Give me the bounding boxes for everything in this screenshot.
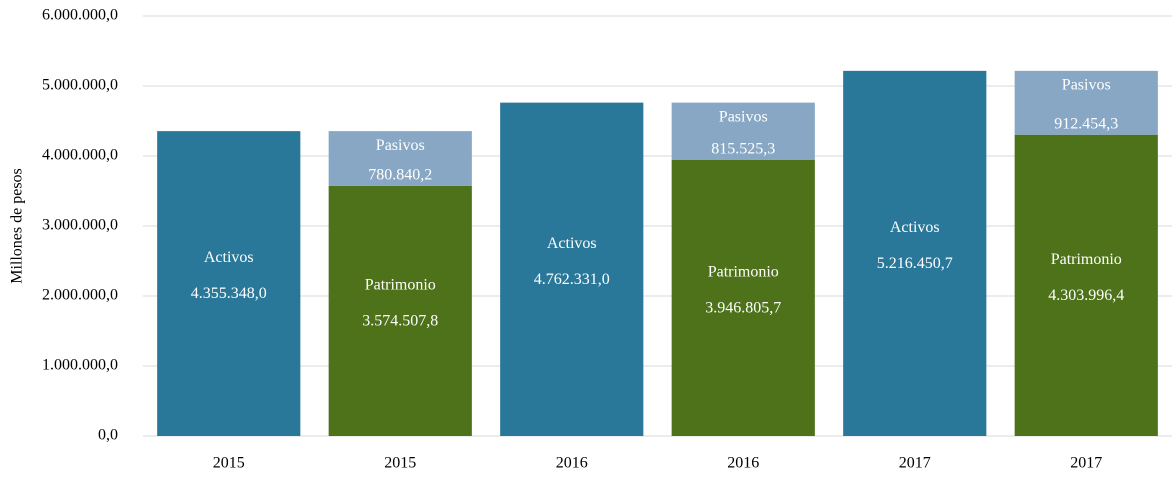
bar-segment: [328, 185, 472, 436]
series-label: Pasivos: [1062, 77, 1111, 94]
value-label: 815.525,3: [711, 140, 775, 157]
value-label: 3.574.507,8: [362, 313, 438, 330]
bar-segment: [671, 102, 815, 160]
y-axis-label: Millones de pesos: [9, 168, 26, 284]
bar-segment: [328, 131, 472, 186]
x-tick-label: 2015: [384, 455, 416, 472]
value-label: 780.840,2: [368, 166, 432, 183]
bar-segment: [843, 70, 987, 436]
bar-segment: [500, 102, 644, 436]
series-label: Patrimonio: [365, 277, 436, 294]
series-label: Activos: [547, 235, 597, 252]
x-tick-label: 2016: [556, 455, 588, 472]
y-tick-label: 1.000.000,0: [42, 357, 118, 374]
y-tick-label: 6.000.000,0: [42, 7, 118, 24]
series-label: Pasivos: [719, 108, 768, 125]
x-tick-label: 2017: [899, 455, 931, 472]
y-tick-label: 4.000.000,0: [42, 147, 118, 164]
series-label: Activos: [890, 219, 940, 236]
value-label: 912.454,3: [1054, 115, 1118, 132]
bar-segment: [1014, 70, 1158, 135]
y-tick-label: 5.000.000,0: [42, 77, 118, 94]
value-label: 5.216.450,7: [877, 255, 953, 272]
value-label: 3.946.805,7: [705, 300, 781, 317]
series-label: Activos: [204, 249, 254, 266]
y-tick-label: 0,0: [98, 427, 118, 444]
x-tick-label: 2017: [1070, 455, 1102, 472]
x-tick-label: 2015: [213, 455, 245, 472]
bar-segment: [671, 159, 815, 436]
series-label: Patrimonio: [1051, 251, 1122, 268]
series-label: Pasivos: [376, 137, 425, 154]
bar-segment: [1014, 134, 1158, 436]
y-tick-label: 2.000.000,0: [42, 287, 118, 304]
bar-segment: [157, 131, 301, 436]
series-label: Patrimonio: [708, 264, 779, 281]
value-label: 4.355.348,0: [191, 285, 267, 302]
value-label: 4.303.996,4: [1048, 287, 1124, 304]
x-tick-label: 2016: [727, 455, 759, 472]
value-label: 4.762.331,0: [534, 271, 610, 288]
y-tick-label: 3.000.000,0: [42, 217, 118, 234]
